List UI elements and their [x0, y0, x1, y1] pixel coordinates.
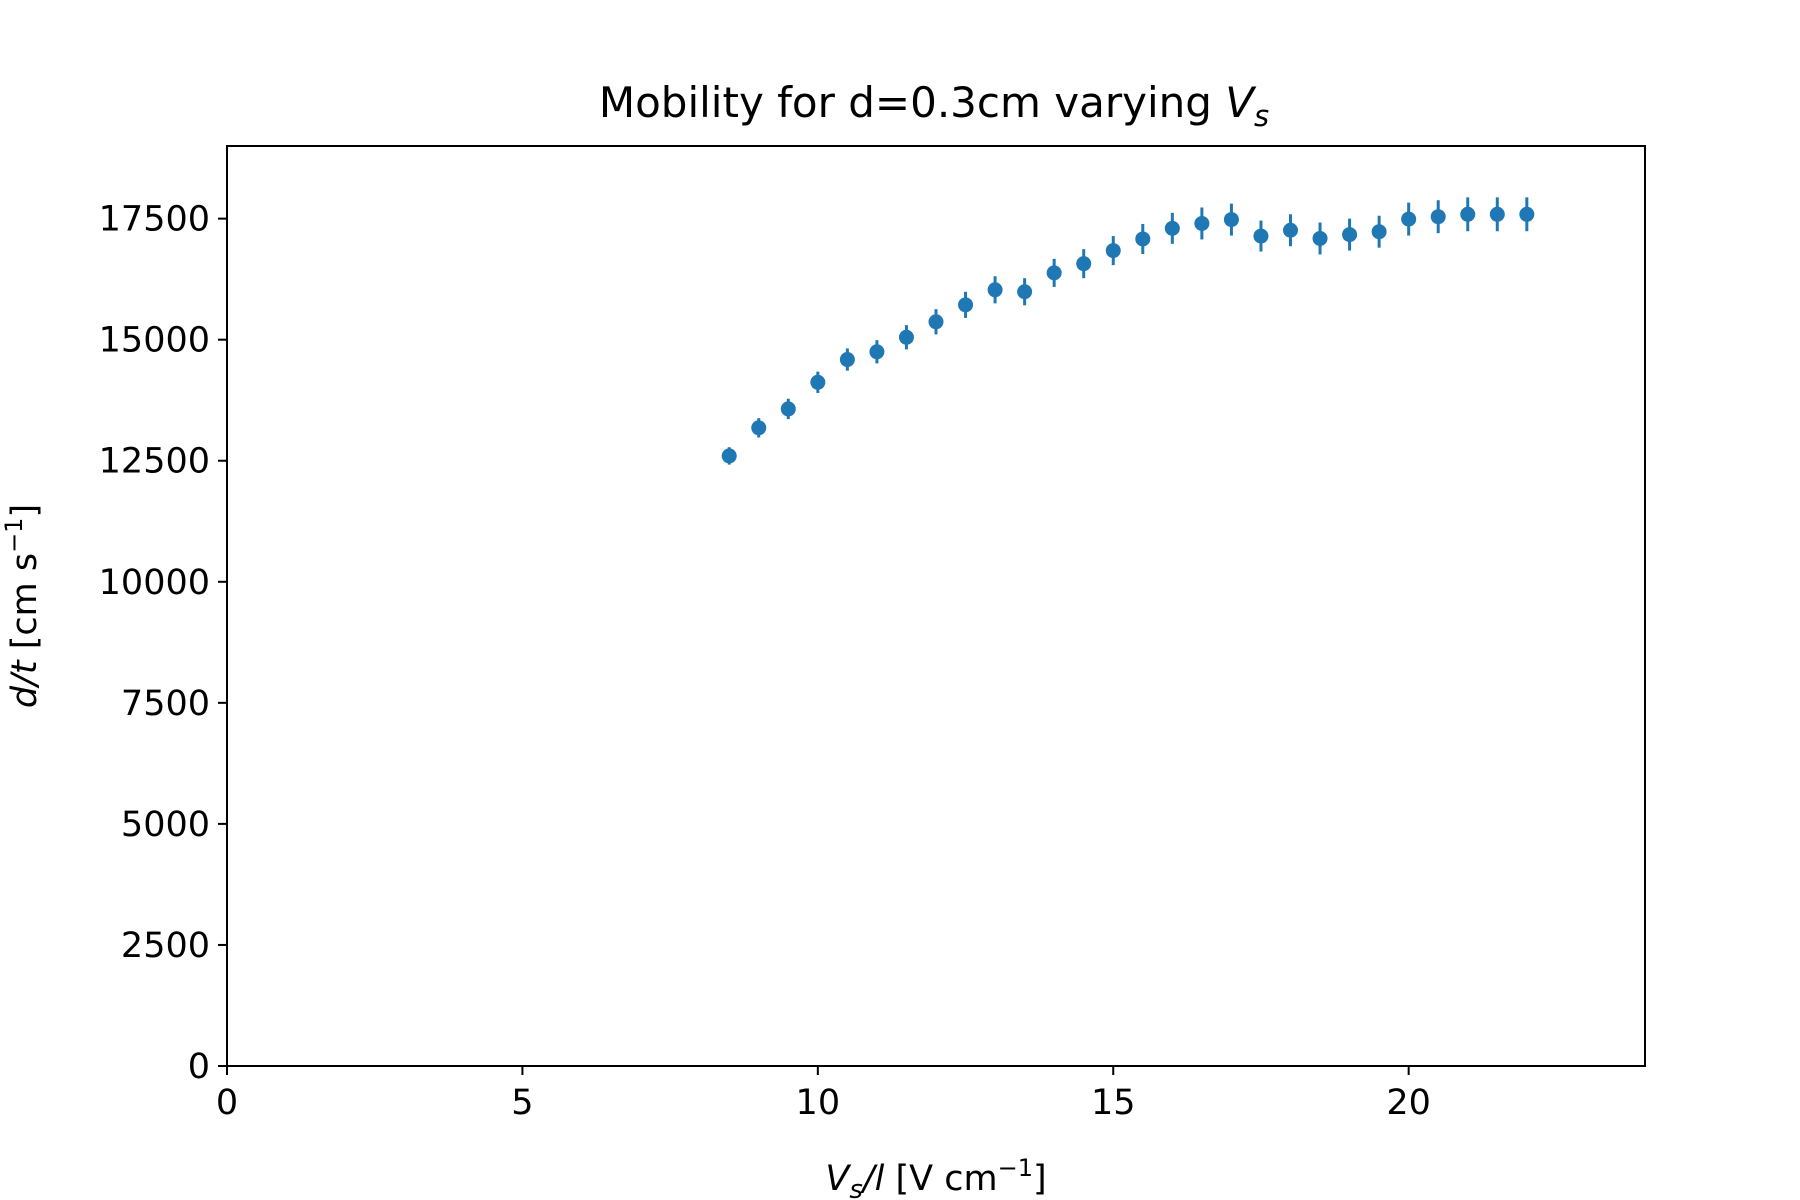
- data-point: [869, 344, 885, 360]
- data-point: [751, 420, 767, 436]
- chart-title: Mobility for d=0.3cm varying Vs: [599, 78, 1269, 133]
- data-point: [1046, 265, 1062, 281]
- x-tick-label: 10: [796, 1083, 841, 1123]
- data-point: [810, 374, 826, 390]
- data-point: [721, 448, 737, 464]
- x-tick-label: 5: [511, 1083, 533, 1123]
- y-tick-label: 5000: [121, 805, 210, 845]
- data-point: [780, 401, 796, 417]
- data-point: [1164, 220, 1180, 236]
- x-tick-label: 20: [1386, 1083, 1431, 1123]
- data-point: [1135, 231, 1151, 247]
- data-point: [1519, 206, 1535, 222]
- data-point: [1342, 227, 1358, 243]
- x-tick-label: 0: [216, 1083, 238, 1123]
- data-point: [1371, 224, 1387, 240]
- y-tick-label: 10000: [99, 563, 210, 603]
- data-point: [839, 352, 855, 368]
- data-points: [721, 197, 1535, 465]
- x-axis-label: Vs/l [V cm−1]: [825, 1154, 1046, 1200]
- y-tick-label: 12500: [99, 442, 210, 482]
- data-point: [1194, 215, 1210, 231]
- data-point: [1489, 206, 1505, 222]
- y-tick-label: 7500: [121, 684, 210, 724]
- data-point: [898, 329, 914, 345]
- plot-frame: [226, 145, 1646, 1067]
- data-point: [1105, 243, 1121, 259]
- y-tick-label: 0: [188, 1047, 210, 1087]
- data-point: [958, 297, 974, 313]
- data-point: [928, 314, 944, 330]
- data-point: [1253, 228, 1269, 244]
- data-point: [1283, 222, 1298, 238]
- y-tick-label: 2500: [121, 926, 210, 966]
- x-axis-ticks: 0 5 10 15 20: [216, 1066, 1431, 1123]
- data-point: [1017, 284, 1033, 300]
- data-point: [1312, 230, 1328, 246]
- data-point: [1223, 212, 1239, 228]
- data-point: [1430, 209, 1446, 225]
- data-point: [987, 282, 1003, 298]
- data-point: [1076, 256, 1092, 272]
- y-tick-label: 17500: [99, 200, 210, 240]
- data-point: [1401, 211, 1417, 227]
- y-tick-label: 15000: [99, 321, 210, 361]
- x-tick-label: 15: [1091, 1083, 1136, 1123]
- data-point: [1460, 206, 1476, 222]
- y-axis-ticks: 0 2500 5000 7500 10000 12500 15000 17500: [99, 200, 227, 1087]
- y-axis-label: d/t [cm s−1]: [0, 504, 45, 708]
